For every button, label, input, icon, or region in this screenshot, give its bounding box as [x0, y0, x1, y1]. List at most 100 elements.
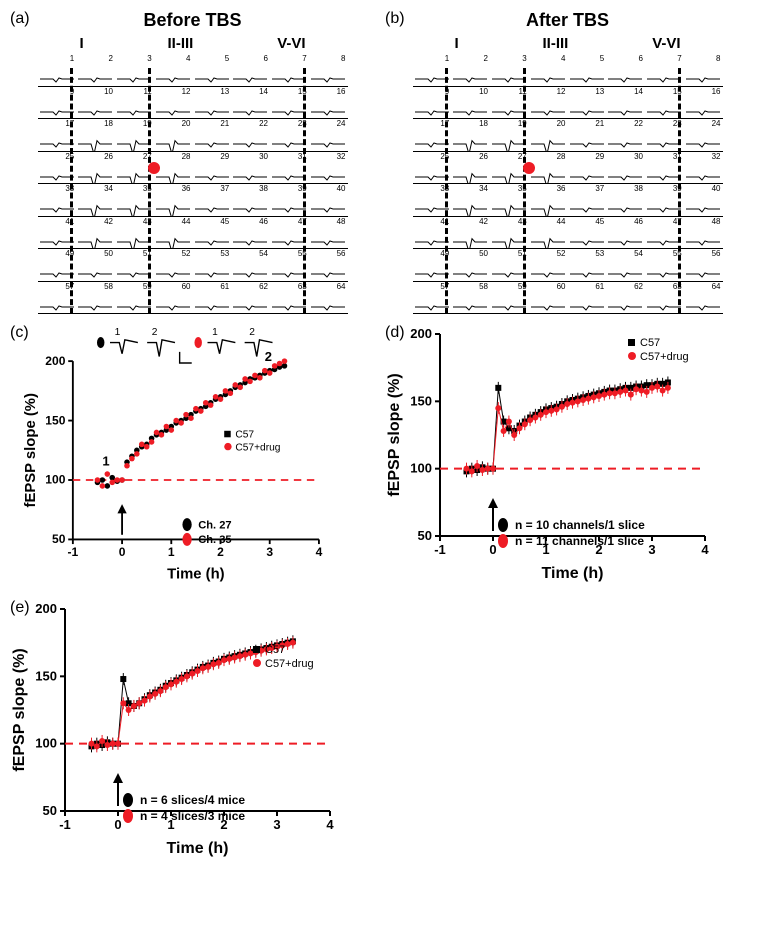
- mea-cell: 60: [154, 282, 193, 315]
- svg-text:1: 1: [168, 545, 175, 559]
- svg-text:4: 4: [326, 817, 334, 832]
- mea-cell: 45: [193, 217, 232, 250]
- layer-label: I: [79, 35, 83, 52]
- svg-text:0: 0: [119, 545, 126, 559]
- svg-text:3: 3: [648, 542, 655, 557]
- mea-cell: 64: [309, 282, 348, 315]
- mea-cell: 24: [309, 119, 348, 152]
- svg-text:3: 3: [266, 545, 273, 559]
- panel-e: (e) 50100150200-101234Time (h)fEPSP slop…: [10, 599, 375, 864]
- mea-cell: 56: [309, 249, 348, 282]
- svg-text:50: 50: [418, 528, 432, 543]
- panel-c-label: (c): [10, 324, 29, 342]
- svg-text:-1: -1: [59, 817, 71, 832]
- svg-text:fEPSP slope (%): fEPSP slope (%): [386, 373, 403, 496]
- mea-cell: 37: [193, 184, 232, 217]
- layer-label: II-III: [542, 35, 568, 52]
- mea-cell: 4: [154, 54, 193, 87]
- mea-cell: 48: [309, 217, 348, 250]
- mea-cell: 46: [231, 217, 270, 250]
- mea-cell: 21: [193, 119, 232, 152]
- mea-cell: 34: [451, 184, 490, 217]
- mea-cell: 8: [684, 54, 723, 87]
- layer-divider: [148, 68, 151, 314]
- svg-text:200: 200: [45, 354, 65, 368]
- mea-cell: 44: [154, 217, 193, 250]
- panel-d: (d) 50100150200-101234Time (h)fEPSP slop…: [385, 324, 750, 589]
- mea-cell: 10: [76, 87, 115, 120]
- panel-b-title: After TBS: [385, 10, 750, 31]
- svg-text:0: 0: [489, 542, 496, 557]
- mea-cell: 40: [309, 184, 348, 217]
- panel-a-title: Before TBS: [10, 10, 375, 31]
- mea-cell: 38: [231, 184, 270, 217]
- mea-cell: 18: [76, 119, 115, 152]
- mea-cell: 6: [231, 54, 270, 87]
- svg-text:fEPSP slope (%): fEPSP slope (%): [11, 648, 28, 771]
- mea-cell: 22: [231, 119, 270, 152]
- panel-b-label: (b): [385, 10, 405, 28]
- mea-cell: 50: [76, 249, 115, 282]
- mea-cell: 2: [451, 54, 490, 87]
- svg-text:fEPSP slope (%): fEPSP slope (%): [23, 393, 39, 507]
- svg-text:50: 50: [43, 803, 57, 818]
- svg-text:1: 1: [212, 327, 218, 338]
- panel-c: (c) 50100150200-101234Time (h)fEPSP slop…: [10, 324, 375, 589]
- panel-a: (a) Before TBS III-IIIV-VI 1234567891011…: [10, 10, 375, 314]
- mea-cell: 21: [568, 119, 607, 152]
- mea-cell: 12: [529, 87, 568, 120]
- svg-text:150: 150: [35, 668, 57, 683]
- mea-cell: 62: [231, 282, 270, 315]
- svg-text:2: 2: [152, 327, 158, 338]
- panel-b: (b) After TBS III-IIIV-VI 12345678910111…: [385, 10, 750, 314]
- layer-label: V-VI: [652, 35, 680, 52]
- mea-cell: 40: [684, 184, 723, 217]
- mea-cell: 60: [529, 282, 568, 315]
- mea-cell: 48: [684, 217, 723, 250]
- svg-text:150: 150: [410, 393, 432, 408]
- mea-cell: 44: [529, 217, 568, 250]
- layer-label: II-III: [167, 35, 193, 52]
- svg-text:Time (h): Time (h): [167, 566, 225, 582]
- mea-cell: 29: [193, 152, 232, 185]
- mea-cell: 37: [568, 184, 607, 217]
- layer-label: I: [454, 35, 458, 52]
- mea-cell: 46: [606, 217, 645, 250]
- stim-electrode-dot: [523, 162, 535, 174]
- mea-cell: 20: [529, 119, 568, 152]
- mea-cell: 4: [529, 54, 568, 87]
- svg-text:3: 3: [273, 817, 280, 832]
- mea-cell: 10: [451, 87, 490, 120]
- stim-electrode-dot: [148, 162, 160, 174]
- svg-text:n = 11 channels/1 slice: n = 11 channels/1 slice: [515, 534, 644, 548]
- layer-divider: [523, 68, 526, 314]
- mea-cell: 42: [451, 217, 490, 250]
- svg-text:C57+drug: C57+drug: [235, 442, 280, 453]
- svg-text:150: 150: [45, 413, 65, 427]
- svg-text:4: 4: [701, 542, 709, 557]
- panel-e-label: (e): [10, 599, 30, 617]
- svg-text:n = 6 slices/4 mice: n = 6 slices/4 mice: [140, 793, 245, 807]
- mea-cell: 58: [451, 282, 490, 315]
- mea-cell: 13: [193, 87, 232, 120]
- svg-text:C57: C57: [265, 644, 285, 656]
- svg-text:2: 2: [249, 327, 255, 338]
- svg-text:-1: -1: [434, 542, 446, 557]
- svg-text:0: 0: [114, 817, 121, 832]
- svg-text:Time (h): Time (h): [167, 840, 229, 857]
- mea-cell: 53: [193, 249, 232, 282]
- svg-text:100: 100: [45, 473, 65, 487]
- mea-cell: 38: [606, 184, 645, 217]
- mea-cell: 32: [684, 152, 723, 185]
- mea-cell: 29: [568, 152, 607, 185]
- mea-cell: 8: [309, 54, 348, 87]
- chart-d: 50100150200-101234Time (h)fEPSP slope (%…: [385, 324, 715, 584]
- mea-cell: 2: [76, 54, 115, 87]
- svg-text:4: 4: [316, 545, 323, 559]
- svg-text:Ch. 35: Ch. 35: [198, 534, 231, 546]
- panel-a-label: (a): [10, 10, 30, 28]
- mea-cell: 56: [684, 249, 723, 282]
- svg-text:1: 1: [102, 454, 109, 469]
- mea-cell: 13: [568, 87, 607, 120]
- mea-cell: 34: [76, 184, 115, 217]
